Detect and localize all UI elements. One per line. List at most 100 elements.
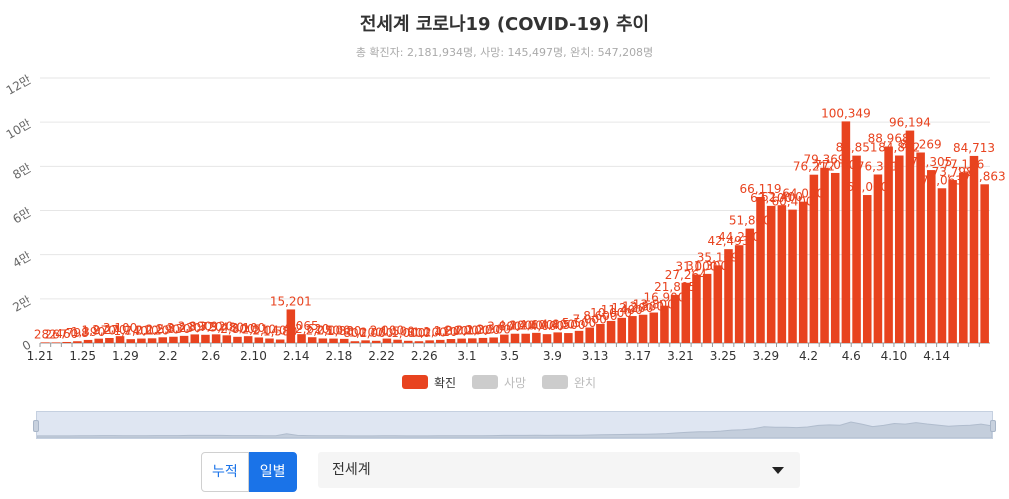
bar[interactable] [681,282,691,343]
bar[interactable] [830,172,840,343]
bar[interactable] [233,336,242,343]
bar[interactable] [105,337,114,343]
bar[interactable] [980,184,989,343]
bar[interactable] [169,336,178,343]
bar[interactable] [254,337,264,343]
bar[interactable] [959,172,968,343]
x-tick-label: 2.26 [411,349,438,363]
bar[interactable] [158,337,168,343]
legend-item[interactable]: 사망 [472,375,526,390]
zoom-slider[interactable] [33,411,996,439]
bar[interactable] [564,333,573,343]
bar[interactable] [457,338,466,343]
bar[interactable] [222,335,232,343]
bar[interactable] [553,332,562,343]
bar[interactable] [862,195,872,343]
bar[interactable] [724,249,733,343]
bar[interactable] [94,338,103,343]
bar[interactable] [521,333,530,343]
bar[interactable] [756,196,765,343]
bar[interactable] [275,339,285,343]
bar[interactable] [73,341,82,343]
bar[interactable] [670,294,680,343]
bar[interactable] [318,338,328,343]
bar[interactable] [468,338,477,343]
bar[interactable] [628,316,637,343]
bar[interactable] [147,338,157,343]
bar[interactable] [895,155,904,343]
bar[interactable] [905,130,915,343]
bar[interactable] [852,155,861,343]
bar[interactable] [382,338,392,343]
bar[interactable] [126,339,135,343]
bar[interactable] [403,340,413,343]
bar[interactable] [702,273,712,343]
bar[interactable] [51,342,61,343]
bar[interactable] [585,327,594,343]
bar[interactable] [798,201,808,343]
bar[interactable] [307,337,317,343]
bar[interactable] [542,334,552,343]
bar[interactable] [329,338,338,343]
bar[interactable] [62,341,71,343]
bar[interactable] [734,245,744,343]
bar[interactable] [211,334,221,343]
bar[interactable] [777,205,787,343]
bar[interactable] [649,312,659,343]
bar[interactable] [425,340,434,343]
bar[interactable] [574,330,584,343]
bar[interactable] [969,155,979,343]
bar[interactable] [916,152,925,343]
bar[interactable] [350,341,360,343]
bar[interactable] [617,317,627,343]
bar[interactable] [489,337,498,343]
bar[interactable] [393,339,402,343]
bar[interactable] [115,336,125,343]
bar[interactable] [243,336,253,343]
bar[interactable] [41,342,50,343]
bar[interactable] [820,167,829,343]
bar[interactable] [788,209,797,343]
bar[interactable] [297,334,306,343]
bar[interactable] [179,335,189,343]
zoom-handle-left[interactable] [33,420,39,432]
bar[interactable] [371,340,381,343]
bar[interactable] [414,341,424,343]
zoom-handle-right[interactable] [990,420,996,432]
bar[interactable] [638,314,648,343]
legend-item[interactable]: 확진 [402,375,456,390]
bar[interactable] [265,338,274,343]
zoom-track[interactable] [36,411,993,439]
bar[interactable] [478,337,488,343]
bar[interactable] [137,338,146,343]
daily-button[interactable]: 일별 [248,452,297,492]
cumulative-button[interactable]: 누적 [201,452,249,492]
bar[interactable] [510,333,520,343]
bar[interactable] [948,180,957,343]
legend-item[interactable]: 완치 [542,375,596,390]
bar[interactable] [884,146,893,343]
bar[interactable] [500,334,509,343]
bar[interactable] [190,334,200,343]
bar[interactable] [286,309,296,343]
bar[interactable] [532,332,541,343]
bar[interactable] [201,334,210,343]
bar[interactable] [361,340,370,343]
bar[interactable] [596,324,605,343]
bar[interactable] [83,339,93,343]
bar[interactable] [692,274,701,343]
bar[interactable] [766,205,776,343]
bar[interactable] [809,174,819,343]
bar[interactable] [660,305,669,343]
bar[interactable] [446,339,456,343]
bar[interactable] [927,170,936,343]
bar[interactable] [436,339,445,343]
bar[interactable] [745,228,755,343]
bar[interactable] [339,338,349,343]
bar[interactable] [713,265,723,343]
bar[interactable] [873,174,883,343]
bar[interactable] [937,188,947,343]
bar[interactable] [841,121,851,343]
bar[interactable] [606,320,616,343]
region-select[interactable]: 전세계 [318,452,800,488]
